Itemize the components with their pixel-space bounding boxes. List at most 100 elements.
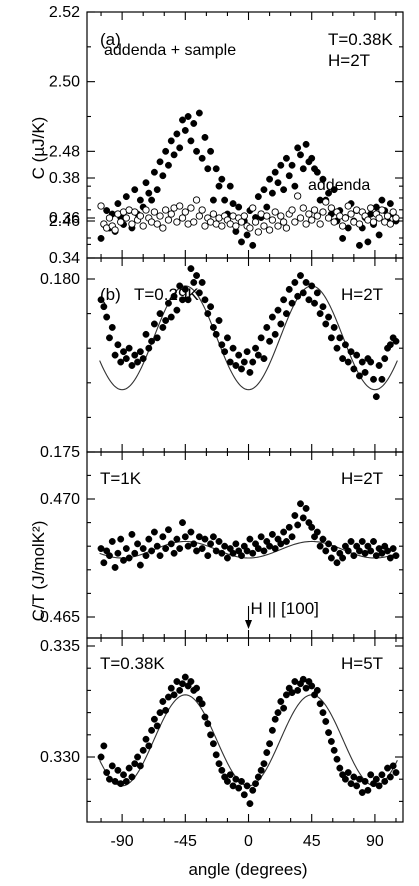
data-point-addenda (209, 210, 218, 218)
data-point (302, 279, 310, 286)
data-point (246, 535, 254, 543)
data-point-addenda (260, 222, 268, 230)
data-point (204, 720, 212, 728)
data-point (125, 554, 133, 562)
data-point-addenda (159, 224, 167, 232)
data-point (372, 393, 380, 401)
data-point (302, 504, 310, 512)
data-point (108, 323, 116, 331)
data-point-addenda (296, 214, 305, 222)
data-point (142, 330, 150, 338)
data-point-addenda (316, 220, 324, 228)
data-point-addenda (338, 222, 347, 230)
data-point (358, 538, 366, 545)
data-point (299, 289, 307, 297)
data-point (162, 545, 170, 553)
data-point-sample (201, 133, 209, 141)
data-point (145, 535, 153, 543)
data-point (238, 365, 245, 373)
data-point (153, 722, 161, 730)
data-point (260, 355, 268, 363)
plot-frame (86, 637, 404, 823)
data-point (297, 500, 304, 508)
data-point-addenda (176, 202, 184, 210)
data-point-addenda (195, 212, 204, 220)
data-point (347, 538, 355, 545)
data-point (381, 777, 389, 785)
data-point (201, 713, 209, 721)
data-point (120, 348, 127, 356)
data-point (176, 545, 184, 553)
data-point (235, 784, 243, 792)
data-point (139, 355, 147, 363)
data-point-sample (297, 151, 304, 159)
data-point (117, 535, 125, 543)
data-point-sample (209, 196, 217, 204)
data-point (136, 348, 144, 356)
data-point (204, 310, 212, 318)
data-point (327, 738, 335, 745)
data-point-sample (159, 172, 167, 180)
data-point-addenda (142, 206, 150, 214)
data-point (294, 686, 302, 694)
data-point-addenda (201, 222, 209, 230)
data-point (181, 533, 189, 541)
data-point (238, 552, 245, 560)
data-point (294, 521, 302, 529)
data-point (207, 540, 215, 548)
data-point (114, 766, 122, 774)
data-point (266, 337, 274, 345)
panel-b: 0.175 0.180 (b) T=0.29K H=2T (40, 209, 404, 461)
data-point (195, 289, 203, 297)
data-point (150, 715, 158, 723)
data-point (308, 682, 316, 690)
data-point-addenda (369, 218, 378, 226)
data-point (361, 777, 369, 785)
data-point (142, 735, 150, 743)
x-tick-label: 45 (303, 833, 321, 850)
data-point (162, 706, 170, 714)
data-point (299, 514, 307, 522)
data-point (347, 348, 355, 356)
y-tick-label: 0.36 (49, 210, 80, 227)
x-tick-label: 90 (366, 833, 384, 850)
data-point-sample (339, 234, 347, 242)
data-point-sample (266, 175, 274, 183)
data-point (277, 320, 285, 328)
data-point (268, 313, 276, 321)
data-point (198, 279, 206, 286)
data-point (139, 545, 147, 553)
data-point (176, 686, 184, 694)
data-point (212, 330, 220, 338)
data-point-addenda (173, 218, 181, 226)
temperature-label: T=0.29K (134, 285, 199, 304)
data-point (204, 552, 212, 560)
data-point (322, 320, 330, 328)
data-point (370, 538, 377, 545)
data-point (291, 279, 299, 286)
y-tick-label: 0.175 (40, 444, 80, 461)
data-point (350, 552, 358, 560)
data-point-addenda (237, 218, 246, 226)
data-point (350, 365, 358, 373)
data-point (229, 344, 237, 352)
data-point (268, 726, 276, 734)
data-point-addenda (383, 212, 392, 220)
data-point-addenda (263, 212, 271, 220)
x-tick-label: 0 (244, 833, 253, 850)
data-point (153, 542, 161, 550)
data-point (353, 782, 361, 790)
data-point (367, 547, 375, 555)
data-point (364, 786, 372, 794)
data-point (260, 547, 268, 555)
data-point-addenda (105, 214, 114, 222)
data-point-sample (226, 182, 234, 190)
data-point (319, 303, 327, 311)
data-point (97, 753, 105, 761)
data-point-sample (299, 165, 307, 173)
data-point (114, 549, 122, 557)
data-point (370, 375, 377, 383)
data-point-addenda (156, 212, 164, 220)
data-point (381, 355, 389, 363)
